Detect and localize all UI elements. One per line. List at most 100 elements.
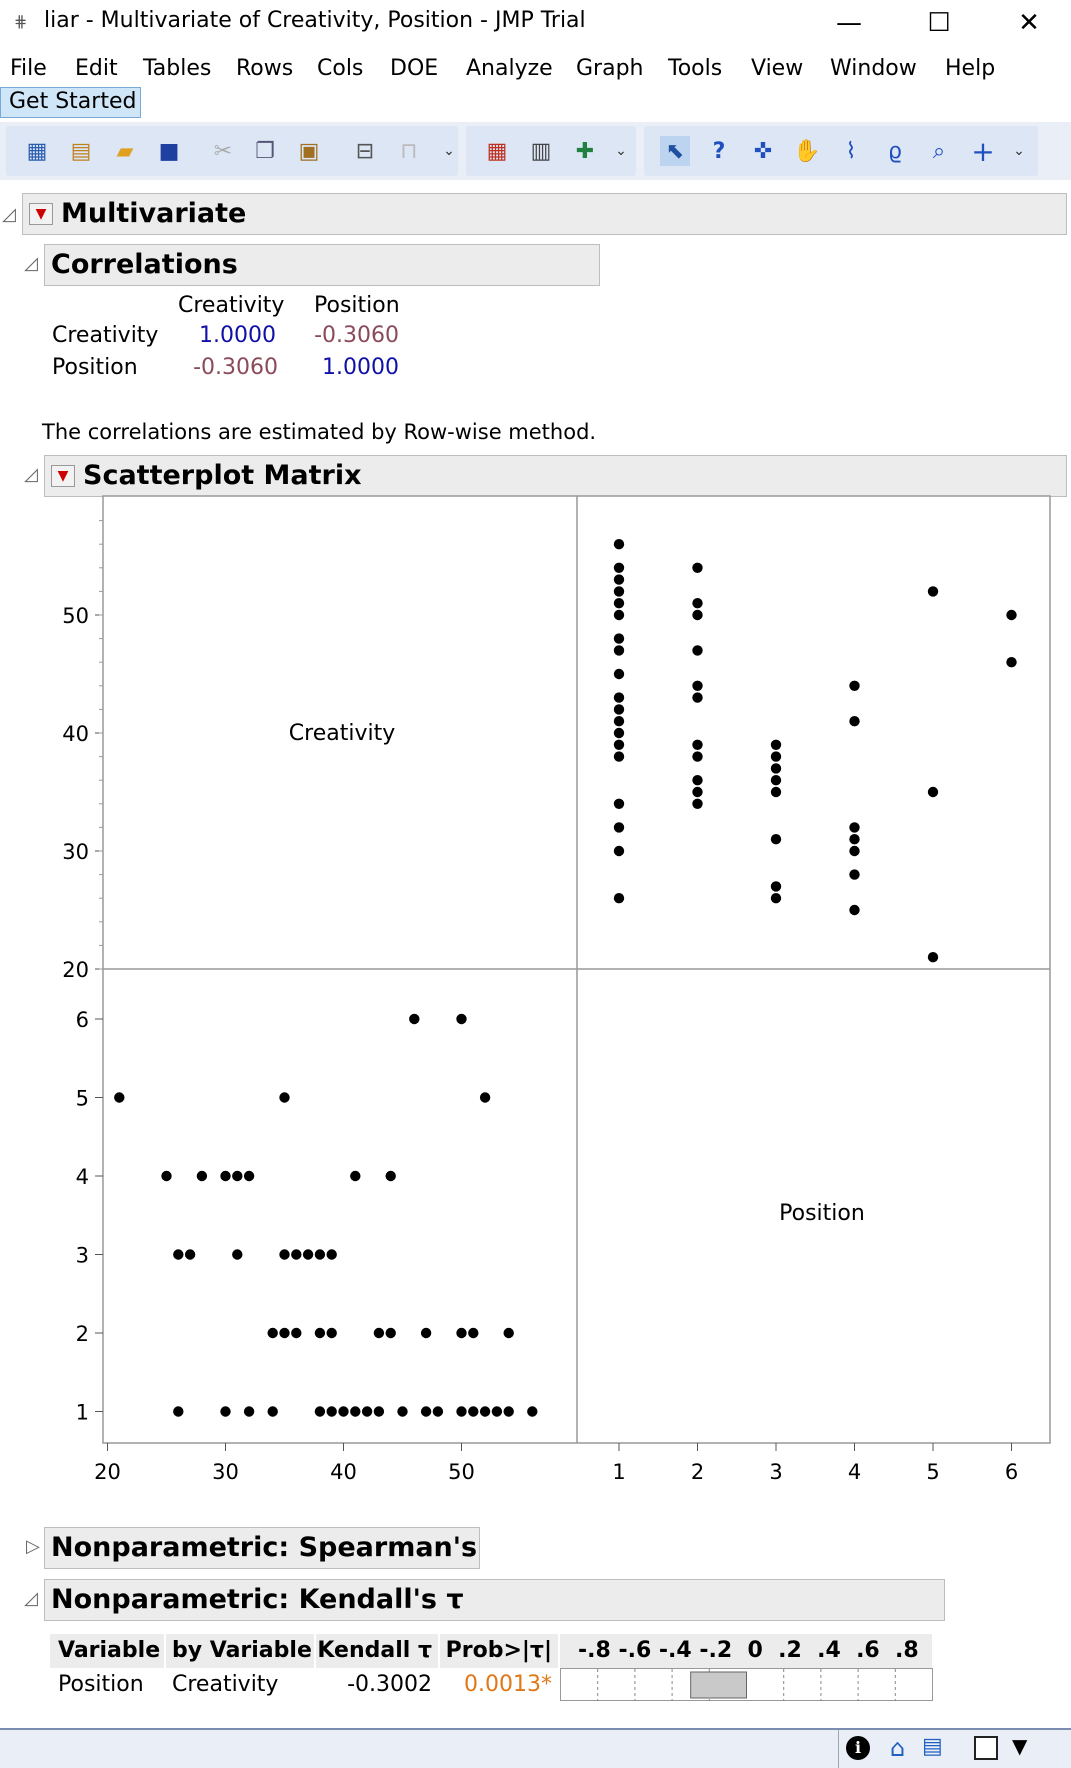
data-grid-icon[interactable]: ▦ bbox=[486, 138, 508, 164]
crosshair-icon[interactable]: ✜ bbox=[753, 138, 773, 164]
data-point[interactable] bbox=[232, 1170, 243, 1182]
overflow-icon[interactable]: ⌄ bbox=[443, 143, 455, 159]
data-point[interactable] bbox=[770, 775, 782, 786]
paste-icon[interactable]: ▣ bbox=[298, 138, 320, 164]
data-point[interactable] bbox=[770, 881, 782, 892]
data-point[interactable] bbox=[350, 1170, 361, 1182]
expand-triangle-icon[interactable]: ▷ bbox=[26, 1536, 40, 1557]
data-point[interactable] bbox=[314, 1249, 326, 1260]
data-point[interactable] bbox=[385, 1327, 396, 1339]
copy-icon[interactable]: ❐ bbox=[255, 138, 275, 164]
menu-view[interactable]: View bbox=[751, 56, 804, 81]
data-point[interactable] bbox=[613, 633, 625, 644]
menu-graph[interactable]: Graph bbox=[576, 56, 644, 81]
data-point[interactable] bbox=[770, 786, 782, 798]
data-point[interactable] bbox=[373, 1327, 385, 1339]
data-point[interactable] bbox=[613, 598, 625, 609]
data-point[interactable] bbox=[927, 786, 939, 798]
menu-help[interactable]: Help bbox=[945, 56, 996, 81]
window-list-icon[interactable]: ▤ bbox=[922, 1734, 943, 1759]
data-point[interactable] bbox=[491, 1406, 503, 1417]
spearman-header[interactable]: Nonparametric: Spearman's ρ bbox=[44, 1527, 480, 1601]
save-icon[interactable]: ■ bbox=[158, 138, 180, 164]
data-point[interactable] bbox=[613, 822, 625, 833]
arrow-pointer-icon[interactable]: ⬉ bbox=[660, 136, 690, 166]
data-point[interactable] bbox=[479, 1092, 491, 1103]
data-point[interactable] bbox=[456, 1327, 467, 1339]
magnifier-icon[interactable]: ⌕ bbox=[932, 138, 946, 164]
cut-icon[interactable]: ✂ bbox=[213, 138, 233, 164]
data-point[interactable] bbox=[849, 904, 860, 916]
data-point[interactable] bbox=[1006, 657, 1017, 668]
data-point[interactable] bbox=[161, 1170, 172, 1182]
data-point[interactable] bbox=[385, 1170, 396, 1182]
menu-tools[interactable]: Tools bbox=[668, 56, 723, 81]
new-data-table-icon[interactable]: ▦ bbox=[26, 138, 48, 164]
data-point[interactable] bbox=[420, 1327, 432, 1339]
data-point[interactable] bbox=[613, 692, 625, 703]
data-point[interactable] bbox=[279, 1249, 290, 1260]
data-point[interactable] bbox=[770, 893, 782, 904]
data-point[interactable] bbox=[613, 574, 625, 585]
menu-window[interactable]: Window bbox=[830, 56, 917, 81]
data-point[interactable] bbox=[613, 751, 625, 762]
data-point[interactable] bbox=[613, 704, 625, 715]
home-window-icon[interactable]: ⌂ bbox=[890, 1734, 906, 1762]
new-script-icon[interactable]: ▤ bbox=[70, 138, 92, 164]
data-point[interactable] bbox=[314, 1327, 326, 1339]
data-point[interactable] bbox=[350, 1406, 361, 1417]
data-point[interactable] bbox=[613, 645, 625, 656]
data-point[interactable] bbox=[849, 716, 860, 727]
minimize-button[interactable]: — bbox=[836, 8, 862, 38]
data-point[interactable] bbox=[927, 586, 939, 597]
lasso-icon[interactable]: ϱ bbox=[888, 138, 902, 164]
data-point[interactable] bbox=[503, 1327, 514, 1339]
data-point[interactable] bbox=[927, 952, 939, 963]
data-point[interactable] bbox=[220, 1170, 231, 1182]
dropdown-arrow-icon[interactable]: ▼ bbox=[1012, 1734, 1028, 1758]
data-point[interactable] bbox=[692, 775, 703, 786]
lock-icon[interactable]: ⊓ bbox=[400, 138, 418, 164]
close-button[interactable]: ✕ bbox=[1018, 8, 1040, 38]
data-point[interactable] bbox=[692, 751, 703, 762]
data-point[interactable] bbox=[243, 1170, 255, 1182]
overflow-icon[interactable]: ⌄ bbox=[1013, 143, 1025, 159]
red-triangle-menu-icon[interactable]: ▼ bbox=[51, 465, 75, 487]
collapse-triangle-icon[interactable]: ◿ bbox=[24, 1588, 38, 1609]
data-point[interactable] bbox=[220, 1406, 231, 1417]
data-point[interactable] bbox=[692, 692, 703, 703]
data-point[interactable] bbox=[849, 822, 860, 833]
menu-doe[interactable]: DOE bbox=[390, 56, 439, 81]
data-point[interactable] bbox=[692, 739, 703, 750]
annotate-plus-icon[interactable]: + bbox=[971, 134, 995, 168]
info-icon[interactable]: i bbox=[846, 1736, 870, 1760]
data-point[interactable] bbox=[456, 1013, 467, 1025]
points-creativity-vs-position[interactable] bbox=[114, 1013, 538, 1417]
data-point[interactable] bbox=[302, 1249, 314, 1260]
data-point[interactable] bbox=[770, 834, 782, 845]
data-point[interactable] bbox=[232, 1249, 243, 1260]
data-point[interactable] bbox=[279, 1327, 290, 1339]
data-point[interactable] bbox=[613, 539, 625, 550]
data-point[interactable] bbox=[613, 893, 625, 904]
maximize-button[interactable]: ☐ bbox=[927, 8, 951, 38]
data-point[interactable] bbox=[291, 1249, 302, 1260]
data-point[interactable] bbox=[613, 668, 625, 680]
data-point[interactable] bbox=[373, 1406, 385, 1417]
brush-icon[interactable]: ⌇ bbox=[845, 138, 857, 164]
data-point[interactable] bbox=[267, 1327, 278, 1339]
window-select-icon[interactable] bbox=[974, 1736, 998, 1760]
data-point[interactable] bbox=[409, 1013, 420, 1025]
data-point[interactable] bbox=[1006, 609, 1017, 621]
data-point[interactable] bbox=[692, 598, 703, 609]
data-point[interactable] bbox=[243, 1406, 255, 1417]
data-point[interactable] bbox=[613, 845, 625, 857]
data-point[interactable] bbox=[613, 727, 625, 739]
menu-cols[interactable]: Cols bbox=[317, 56, 364, 81]
data-point[interactable] bbox=[692, 562, 703, 573]
get-started-tab[interactable]: Get Started bbox=[0, 87, 141, 118]
data-point[interactable] bbox=[613, 739, 625, 750]
menu-rows[interactable]: Rows bbox=[236, 56, 294, 81]
data-point[interactable] bbox=[173, 1406, 184, 1417]
data-point[interactable] bbox=[692, 645, 703, 656]
